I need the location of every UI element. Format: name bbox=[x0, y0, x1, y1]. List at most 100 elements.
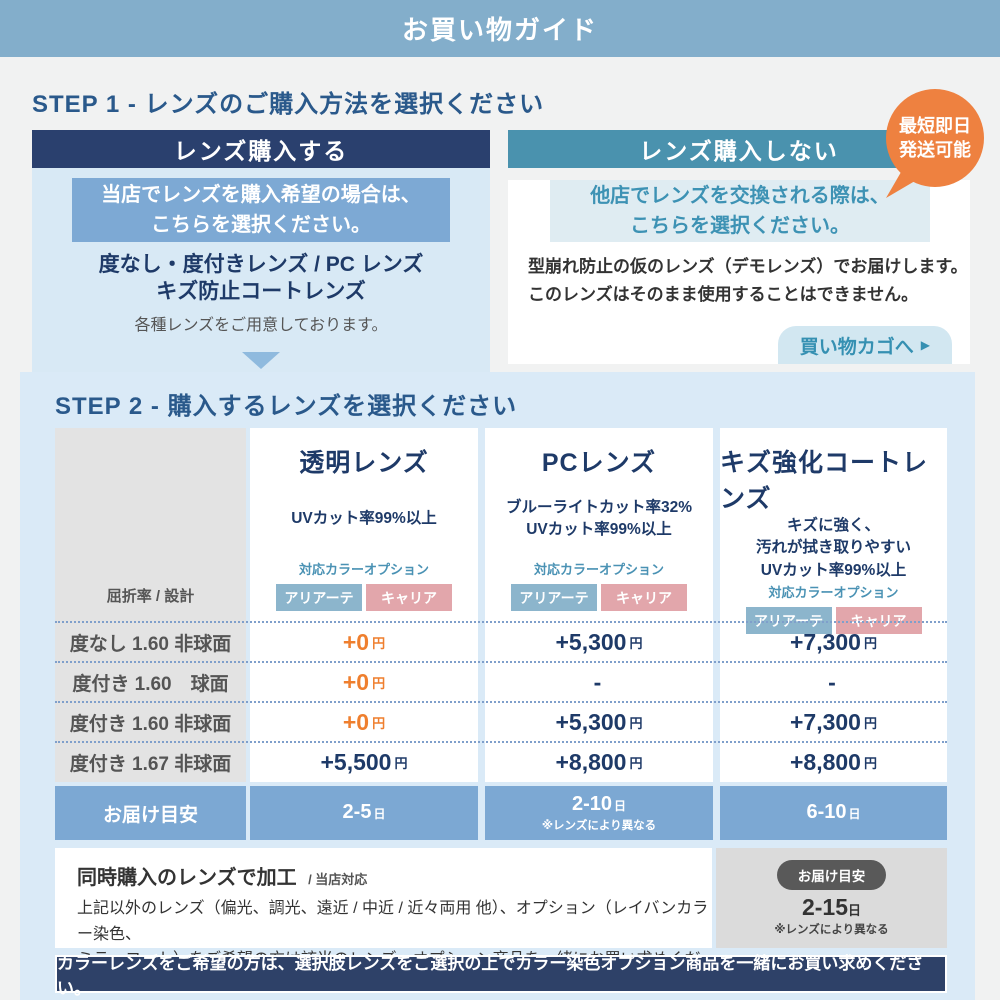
row-header-label: 屈折率 / 設計 bbox=[106, 588, 195, 605]
price-cell: +5,300 円 bbox=[485, 622, 713, 662]
price-unit: 円 bbox=[629, 755, 643, 771]
price-value: +7,300 bbox=[789, 628, 861, 655]
price-unit: 円 bbox=[372, 635, 386, 651]
dotted-separator bbox=[55, 621, 947, 623]
processing-title: 同時購入のレンズで加工 bbox=[77, 867, 297, 889]
delivery-estimate-badge: お届け目安 bbox=[776, 859, 887, 890]
subtitle-line: UVカット率99%以上 bbox=[526, 521, 672, 538]
price-value: +8,800 bbox=[555, 748, 627, 775]
subtitle-line: UVカット率99%以上 bbox=[291, 509, 437, 527]
column-subtitle: キズに強く、 汚れが拭き取りやすい UVカット率99%以上 bbox=[756, 515, 911, 582]
dotted-separator bbox=[55, 701, 947, 703]
no-lens-callout-line1: 他店でレンズを交換される際は、 bbox=[590, 185, 890, 207]
color-lens-notice-bar: カラーレンズをご希望の方は、選択肢レンズをご選択の上でカラー染色オプション商品を… bbox=[55, 954, 947, 998]
column-title: PCレンズ bbox=[541, 449, 657, 477]
simultaneous-purchase-info: 同時購入のレンズで加工 / 当店対応 上記以外のレンズ（偏光、調光、遠近 / 中… bbox=[55, 848, 712, 994]
badge-line2: 発送可能 bbox=[899, 140, 971, 160]
column-subtitle: UVカット率99%以上 bbox=[291, 479, 437, 559]
buy-lens-types: 度なし・度付きレンズ / PC レンズ キズ防止コートレンズ bbox=[32, 251, 490, 306]
delivery-estimate-note: ※レンズにより異なる bbox=[774, 923, 889, 936]
column-title: キズ強化コートレンズ bbox=[720, 449, 929, 513]
no-lens-description-line2: このレンズはそのまま使用することはできません。 bbox=[528, 284, 919, 304]
buy-callout-line1: 当店でレンズを購入希望の場合は、 bbox=[101, 184, 421, 206]
page-title: お買い物ガイド bbox=[0, 0, 1000, 57]
delivery-days: 6-10 bbox=[806, 801, 847, 823]
lens-comparison-table: 屈折率 / 設計 度なし 1.60 非球面 度付き 1.60 球面 度付き 1.… bbox=[55, 428, 947, 840]
no-lens-description-line1: 型崩れ防止の仮のレンズ（デモレンズ）でお届けします。 bbox=[528, 257, 968, 276]
badge-line1: 最短即日 bbox=[899, 115, 971, 136]
column-header: キズ強化コートレンズ キズに強く、 汚れが拭き取りやすい UVカット率99%以上… bbox=[720, 428, 947, 635]
price-cell: +5,300 円 bbox=[485, 702, 713, 742]
price-cell: +7,300 円 bbox=[720, 622, 947, 662]
column-subtitle: ブルーライトカット率32% UVカット率99%以上 bbox=[506, 479, 692, 559]
go-to-cart-link[interactable]: 買い物カゴへ ▶ bbox=[777, 326, 952, 364]
price-value: - bbox=[828, 668, 836, 695]
column-header: PCレンズ ブルーライトカット率32% UVカット率99%以上 対応カラーオプシ… bbox=[485, 428, 713, 622]
price-unit: 円 bbox=[394, 755, 408, 771]
price-value: +5,500 bbox=[320, 748, 392, 775]
price-unit: 円 bbox=[372, 675, 386, 691]
price-unit: 円 bbox=[863, 715, 877, 731]
price-cell: - bbox=[485, 662, 713, 702]
row-label: 度付き 1.67 非球面 bbox=[69, 753, 232, 775]
column-header: 透明レンズ UVカット率99%以上 対応カラーオプション アリアーテ キャリア bbox=[250, 428, 478, 622]
row-label: 度なし 1.60 非球面 bbox=[69, 633, 232, 655]
delivery-estimate-value: 2-15 bbox=[801, 893, 849, 920]
price-cell: +8,800 円 bbox=[720, 742, 947, 782]
buy-callout-line2: こちらを選択ください。 bbox=[151, 214, 371, 236]
color-option-label: 対応カラーオプション bbox=[298, 562, 429, 577]
column-scratch-coat-lens[interactable]: キズ強化コートレンズ キズに強く、 汚れが拭き取りやすい UVカット率99%以上… bbox=[720, 428, 947, 782]
buy-lens-callout: 当店でレンズを購入希望の場合は、 こちらを選択ください。 bbox=[72, 178, 450, 242]
price-cell: - bbox=[720, 662, 947, 702]
price-cell: +0 円 bbox=[250, 702, 478, 742]
column-pc-lens[interactable]: PCレンズ ブルーライトカット率32% UVカット率99%以上 対応カラーオプシ… bbox=[485, 428, 713, 782]
ariate-pill: アリアーテ bbox=[511, 584, 597, 611]
processing-description-line1: 上記以外のレンズ（偏光、調光、遠近 / 中近 / 近々両用 他）、オプション（レ… bbox=[77, 900, 709, 943]
column-title: 透明レンズ bbox=[299, 449, 429, 477]
price-unit: 円 bbox=[863, 635, 877, 651]
subtitle-line: ブルーライトカット率32% bbox=[505, 498, 693, 516]
price-value: +0 bbox=[342, 708, 370, 735]
no-lens-callout: 他店でレンズを交換される際は、 こちらを選択ください。 bbox=[550, 180, 930, 242]
step1-heading: STEP 1 - レンズのご購入方法を選択ください bbox=[32, 91, 545, 118]
delivery-days: 2-5 bbox=[342, 801, 372, 823]
down-arrow-icon bbox=[242, 352, 280, 369]
buy-lens-note: 各種レンズをご用意しております。 bbox=[134, 316, 388, 334]
color-option-pills: アリアーテ キャリア bbox=[511, 584, 687, 611]
price-cell: +7,300 円 bbox=[720, 702, 947, 742]
column-clear-lens[interactable]: 透明レンズ UVカット率99%以上 対応カラーオプション アリアーテ キャリア … bbox=[250, 428, 478, 782]
step2-section: STEP 2 - 購入するレンズを選択ください 屈折率 / 設計 度なし 1.6… bbox=[20, 372, 975, 1000]
buy-lens-types-line2: キズ防止コートレンズ bbox=[156, 280, 366, 304]
subtitle-line: キズに強く、 bbox=[786, 517, 880, 534]
cart-arrow-icon: ▶ bbox=[920, 338, 930, 352]
row-label-column: 屈折率 / 設計 度なし 1.60 非球面 度付き 1.60 球面 度付き 1.… bbox=[55, 428, 246, 782]
delivery-unit: 日 bbox=[614, 799, 627, 813]
dotted-separator bbox=[55, 741, 947, 743]
delivery-row-label: お届け目安 bbox=[55, 786, 246, 840]
price-cell: +5,500 円 bbox=[250, 742, 478, 782]
no-lens-body: 他店でレンズを交換される際は、 こちらを選択ください。 型崩れ防止の仮のレンズ（… bbox=[508, 180, 970, 364]
delivery-cell: 2-10 日 ※レンズにより異なる bbox=[485, 786, 713, 840]
no-lens-description: 型崩れ防止の仮のレンズ（デモレンズ）でお届けします。 このレンズはそのまま使用す… bbox=[528, 253, 970, 308]
delivery-cell: 2-5 日 bbox=[250, 786, 478, 840]
price-value: - bbox=[593, 668, 602, 695]
panel-buy-lens: レンズ購入する 当店でレンズを購入希望の場合は、 こちらを選択ください。 度なし… bbox=[32, 130, 490, 372]
price-unit: 円 bbox=[372, 715, 386, 731]
color-option-pills: アリアーテ キャリア bbox=[745, 607, 922, 635]
go-to-cart-label: 買い物カゴへ bbox=[799, 336, 914, 358]
delivery-unit: 日 bbox=[848, 807, 861, 821]
price-cell: +8,800 円 bbox=[485, 742, 713, 782]
delivery-estimate-days: 2-15日 bbox=[802, 894, 861, 921]
processing-title-suffix: / 当店対応 bbox=[308, 872, 368, 887]
row-label: 度付き 1.60 球面 bbox=[72, 673, 229, 695]
same-day-shipping-badge: 最短即日 発送可能 bbox=[886, 89, 984, 187]
delivery-estimate-box: お届け目安 2-15日 ※レンズにより異なる bbox=[716, 848, 947, 948]
delivery-note: ※レンズにより異なる bbox=[541, 820, 657, 832]
price-value: +5,300 bbox=[555, 708, 627, 735]
price-value: +0 bbox=[342, 628, 370, 655]
buy-lens-header-button[interactable]: レンズ購入する bbox=[32, 130, 490, 168]
price-value: +0 bbox=[342, 668, 370, 695]
delivery-estimate-unit: 日 bbox=[848, 902, 862, 918]
color-option-label: 対応カラーオプション bbox=[768, 585, 899, 601]
